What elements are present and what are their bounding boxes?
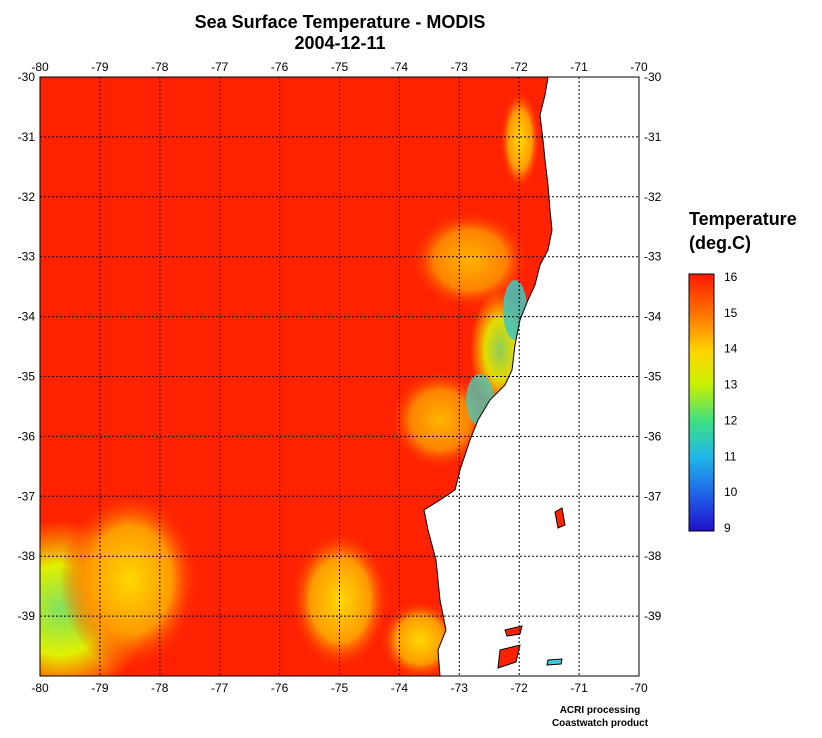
legend-units: (deg.C) <box>689 233 751 253</box>
lat-tick-label: -35 <box>18 370 36 384</box>
lat-tick-label: -34 <box>644 310 662 324</box>
lon-tick-label: -76 <box>271 681 289 695</box>
lat-tick-label: -39 <box>644 609 662 623</box>
legend-tick-label: 11 <box>724 449 737 463</box>
land-mass <box>423 77 639 676</box>
lat-labels-right: -30 -31 -32 -33 -34 -35 -36 -37 -38 -39 <box>644 70 662 623</box>
chart-date: 2004-12-11 <box>294 33 386 53</box>
lon-tick-label: -71 <box>570 681 588 695</box>
island <box>546 658 563 666</box>
credit-product: Coastwatch product <box>551 718 649 729</box>
lat-labels-left: -30 -31 -32 -33 -34 -35 -36 -37 -38 -39 <box>18 70 36 623</box>
lon-tick-label: -78 <box>151 681 169 695</box>
lon-tick-label: -75 <box>331 681 349 695</box>
legend-colorbar <box>688 273 715 532</box>
lon-tick-label: -73 <box>451 681 469 695</box>
lon-tick-label: -70 <box>630 681 648 695</box>
lat-tick-label: -35 <box>644 370 662 384</box>
coastal-front <box>500 90 540 190</box>
lat-tick-label: -33 <box>18 250 36 264</box>
lon-tick-label: -75 <box>331 60 349 74</box>
lat-tick-label: -38 <box>644 549 662 563</box>
lon-tick-label: -70 <box>630 60 648 74</box>
lon-tick-label: -72 <box>511 60 529 74</box>
lon-tick-label: -72 <box>511 681 529 695</box>
lat-tick-label: -36 <box>644 429 662 443</box>
lon-labels-top: -80 -79 -78 -77 -76 -75 -74 -73 -72 -71 -70 <box>31 60 648 74</box>
legend-tick-label: 16 <box>724 270 738 284</box>
lon-tick-label: -76 <box>271 60 289 74</box>
lat-tick-label: -31 <box>18 130 36 144</box>
lon-tick-label: -71 <box>570 60 588 74</box>
lon-tick-label: -77 <box>211 681 229 695</box>
lat-tick-label: -34 <box>18 310 36 324</box>
island <box>554 507 566 529</box>
lat-tick-label: -36 <box>18 429 36 443</box>
lon-tick-label: -79 <box>91 60 109 74</box>
island <box>504 625 523 637</box>
lon-tick-label: -74 <box>391 60 409 74</box>
legend-tick-label: 15 <box>724 306 738 320</box>
lat-tick-label: -31 <box>644 130 662 144</box>
legend-tick-label: 13 <box>724 378 738 392</box>
lon-tick-label: -78 <box>151 60 169 74</box>
lat-tick-label: -33 <box>644 250 662 264</box>
island <box>497 644 521 669</box>
lon-tick-label: -74 <box>391 681 409 695</box>
chart-title: Sea Surface Temperature - MODIS <box>194 12 486 32</box>
lat-tick-label: -37 <box>18 489 36 503</box>
legend-tick-label: 10 <box>724 485 738 499</box>
lat-tick-label: -38 <box>18 549 36 563</box>
lon-tick-label: -77 <box>211 60 229 74</box>
legend-title: Temperature <box>689 209 797 229</box>
legend-tick-label: 14 <box>724 342 738 356</box>
lon-tick-label: -73 <box>451 60 469 74</box>
legend-tick-label: 12 <box>724 413 738 427</box>
warm-water-patch <box>290 530 390 670</box>
lat-tick-label: -30 <box>644 70 662 84</box>
lon-tick-label: -80 <box>31 60 49 74</box>
warm-water-patch <box>60 490 200 670</box>
legend-ticks: 16 15 14 13 12 11 10 9 <box>724 270 738 535</box>
lon-labels-bottom: -80 -79 -78 -77 -76 -75 -74 -73 -72 -71 -70 <box>31 681 648 695</box>
lon-tick-label: -80 <box>31 681 49 695</box>
legend-tick-label: 9 <box>724 521 731 535</box>
plot-frame <box>39 76 640 677</box>
lon-tick-label: -79 <box>91 681 109 695</box>
lat-tick-label: -32 <box>18 190 36 204</box>
credit-processing: ACRI processing <box>559 705 641 716</box>
lat-tick-label: -37 <box>644 489 662 503</box>
lat-tick-label: -32 <box>644 190 662 204</box>
coastal-front <box>410 210 530 310</box>
lat-tick-label: -30 <box>18 70 36 84</box>
lat-tick-label: -39 <box>18 609 36 623</box>
coastal-front <box>390 370 490 470</box>
